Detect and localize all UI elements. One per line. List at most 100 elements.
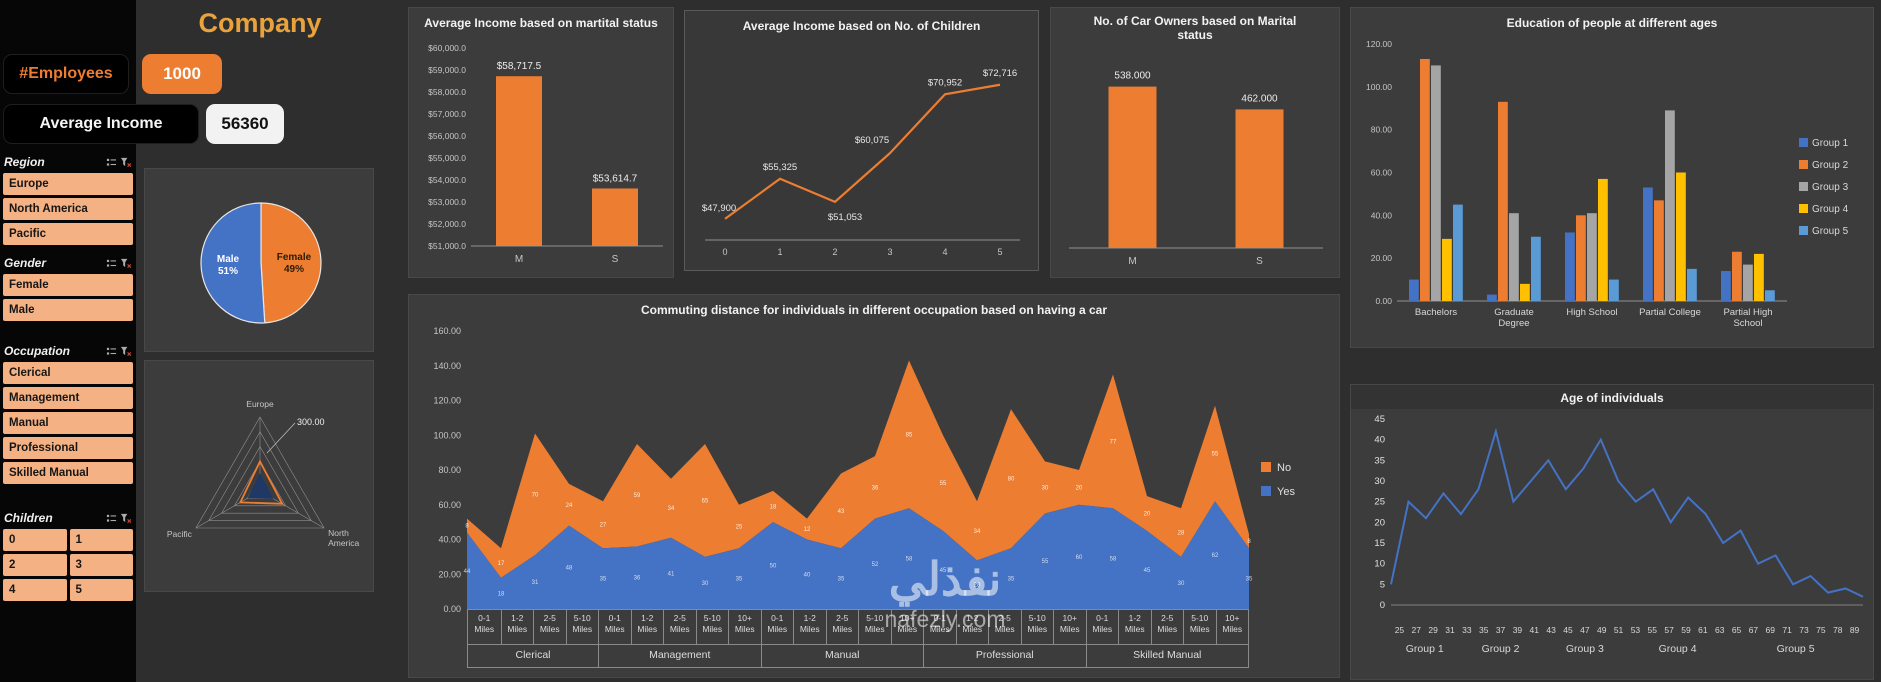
svg-text:North: North <box>328 528 349 538</box>
age-tick: 69 <box>1765 625 1775 635</box>
svg-text:70: 70 <box>532 492 539 498</box>
svg-text:M: M <box>1128 256 1136 267</box>
svg-text:Male: Male <box>217 254 240 265</box>
clear-filter-icon[interactable] <box>120 346 132 357</box>
age-tick: 59 <box>1681 625 1691 635</box>
svg-text:1: 1 <box>777 247 782 257</box>
svg-text:35: 35 <box>600 577 607 583</box>
svg-text:5: 5 <box>1380 579 1385 590</box>
svg-text:85: 85 <box>906 432 913 438</box>
slicer-item-2[interactable]: 2 <box>3 554 67 576</box>
distance-tick: 1-2 Miles <box>630 610 664 644</box>
slicer-item-clerical[interactable]: Clerical <box>3 362 133 384</box>
clear-filter-icon[interactable] <box>120 157 132 168</box>
svg-text:60: 60 <box>1076 555 1083 561</box>
svg-text:0.00: 0.00 <box>1375 296 1392 306</box>
svg-text:8: 8 <box>1247 539 1251 545</box>
svg-text:Group 2: Group 2 <box>1812 160 1849 171</box>
svg-text:31: 31 <box>532 580 539 586</box>
slicer-item-0[interactable]: 0 <box>3 529 67 551</box>
slicer-items: Clerical Management Manual Professional Skil… <box>3 362 133 484</box>
slicer-gender: Gender Female Male <box>3 255 133 321</box>
slicer-item-europe[interactable]: Europe <box>3 173 133 195</box>
slicer-item-north-america[interactable]: North America <box>3 198 133 220</box>
svg-text:55: 55 <box>1212 451 1219 457</box>
svg-text:51%: 51% <box>218 266 238 277</box>
svg-text:35: 35 <box>736 577 743 583</box>
multiselect-icon[interactable] <box>106 346 117 357</box>
slicer-children: Children 0 1 2 3 4 5 <box>3 510 133 601</box>
age-group-label: Group 1 <box>1405 643 1444 655</box>
distance-tick: 5-10 Miles <box>1183 610 1216 644</box>
kpi-employees: #Employees 1000 <box>3 54 222 94</box>
svg-text:300.00: 300.00 <box>297 417 325 427</box>
svg-text:48: 48 <box>566 565 573 571</box>
svg-text:60.00: 60.00 <box>438 500 461 510</box>
age-group-label: Group 4 <box>1658 643 1697 655</box>
svg-text:80: 80 <box>1008 477 1015 483</box>
svg-text:Partial High: Partial High <box>1723 307 1772 318</box>
clear-filter-icon[interactable] <box>120 513 132 524</box>
slicer-item-1[interactable]: 1 <box>69 529 133 551</box>
svg-text:80.00: 80.00 <box>1371 125 1393 135</box>
income-by-children-panel: Average Income based on No. of Children … <box>684 10 1039 271</box>
svg-text:44: 44 <box>464 569 471 575</box>
svg-text:40: 40 <box>804 572 811 578</box>
svg-text:538.000: 538.000 <box>1114 71 1151 82</box>
age-group-label: Group 3 <box>1565 643 1604 655</box>
distance-tick: 2-5 Miles <box>825 610 859 644</box>
svg-text:$53,614.7: $53,614.7 <box>593 173 638 184</box>
svg-text:59: 59 <box>634 493 641 499</box>
svg-text:40.00: 40.00 <box>438 535 461 545</box>
svg-text:20: 20 <box>1144 511 1151 517</box>
chart-title-income-marital: Average Income based on martital status <box>424 16 658 30</box>
distance-tick: 2-5 Miles <box>1150 610 1184 644</box>
svg-text:Yes: Yes <box>1277 486 1295 498</box>
slicer-title: Region <box>4 155 45 169</box>
slicer-item-female[interactable]: Female <box>3 274 133 296</box>
multiselect-icon[interactable] <box>106 258 117 269</box>
average-income-label: Average Income <box>3 104 199 144</box>
svg-text:8: 8 <box>465 524 469 530</box>
svg-text:28: 28 <box>1178 531 1185 537</box>
occupation-group-label: Professional <box>923 645 1086 667</box>
slicer-title: Occupation <box>4 344 71 358</box>
svg-text:5: 5 <box>997 247 1002 257</box>
slicer-item-male[interactable]: Male <box>3 299 133 321</box>
age-tick: 61 <box>1698 625 1708 635</box>
svg-text:462.000: 462.000 <box>1241 93 1278 104</box>
svg-text:12: 12 <box>804 527 811 533</box>
slicer-item-5[interactable]: 5 <box>69 579 133 601</box>
slicer-item-professional[interactable]: Professional <box>3 437 133 459</box>
svg-text:$53,000.0: $53,000.0 <box>428 197 466 207</box>
slicer-header: Gender <box>3 255 133 272</box>
distance-tick: 5-10 Miles <box>695 610 729 644</box>
svg-text:20.00: 20.00 <box>1371 253 1393 263</box>
slicer-items: Female Male <box>3 274 133 321</box>
occupation-group-label: Skilled Manual <box>1085 645 1249 667</box>
svg-text:35: 35 <box>1374 455 1385 466</box>
svg-text:35: 35 <box>1246 577 1253 583</box>
multiselect-icon[interactable] <box>106 157 117 168</box>
svg-text:65: 65 <box>702 498 709 504</box>
svg-text:Group 4: Group 4 <box>1812 204 1849 215</box>
age-tick: 43 <box>1546 625 1556 635</box>
slicer-item-3[interactable]: 3 <box>69 554 133 576</box>
svg-text:62: 62 <box>1212 553 1219 559</box>
svg-text:$72,716: $72,716 <box>983 68 1017 79</box>
age-tick: 75 <box>1816 625 1826 635</box>
svg-text:40.00: 40.00 <box>1371 210 1393 220</box>
multiselect-icon[interactable] <box>106 513 117 524</box>
slicer-item-pacific[interactable]: Pacific <box>3 223 133 245</box>
distance-tick: 1-2 Miles <box>500 610 534 644</box>
slicer-item-skilled-manual[interactable]: Skilled Manual <box>3 462 133 484</box>
svg-text:50: 50 <box>770 564 777 570</box>
svg-text:30: 30 <box>1178 581 1185 587</box>
clear-filter-icon[interactable] <box>120 258 132 269</box>
svg-text:52: 52 <box>872 562 879 568</box>
distance-tick: 0-1 Miles <box>923 610 956 644</box>
slicer-item-4[interactable]: 4 <box>3 579 67 601</box>
slicer-item-management[interactable]: Management <box>3 387 133 409</box>
slicer-item-manual[interactable]: Manual <box>3 412 133 434</box>
income-by-children-chart: $47,900 0 $55,325 1 $51,053 2 $60,075 3 $70,952 4… <box>702 68 1020 257</box>
